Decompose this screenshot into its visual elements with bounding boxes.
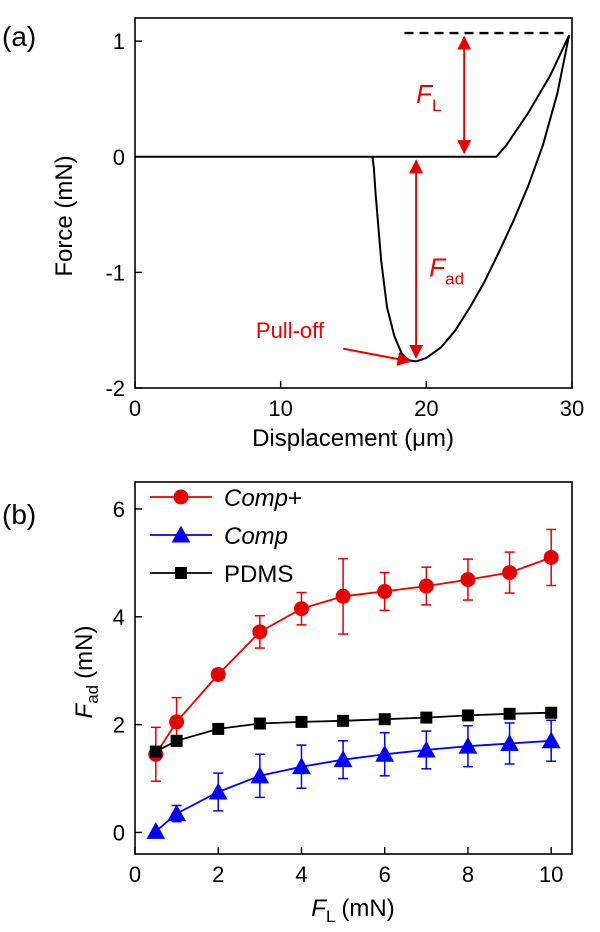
a-fad-sub: ad	[445, 270, 464, 289]
b-ytick-label: 2	[113, 713, 125, 738]
b-data-point	[253, 717, 266, 730]
a-ytick-label: -2	[105, 376, 125, 401]
b-legend-name: Comp	[224, 485, 288, 512]
b-data-point	[146, 821, 166, 839]
panel-b-frame	[134, 481, 573, 855]
panel-a-curves	[135, 34, 571, 363]
b-data-point	[458, 736, 478, 754]
b-data-point	[337, 714, 350, 727]
panel-a-xlabel: Displacement (μm)	[252, 425, 454, 452]
b-data-point	[333, 750, 353, 768]
a-fad-symbol: F	[429, 253, 447, 283]
b-data-point	[420, 711, 433, 724]
b-data-point	[208, 782, 228, 800]
a-xtick-label: 0	[129, 396, 141, 421]
b-data-point	[418, 578, 434, 594]
b-series-line	[155, 739, 552, 833]
a-ytick-label: -1	[105, 260, 125, 285]
b-data-point	[169, 714, 185, 730]
b-legend-label: Comp+	[224, 485, 302, 512]
a-fl-symbol: F	[416, 79, 434, 109]
panel-b-label: (b)	[2, 499, 36, 530]
b-data-point	[545, 706, 558, 719]
panel-b-ylabel-sub: ad	[83, 685, 102, 704]
b-data-point	[375, 744, 395, 762]
b-data-point	[250, 766, 270, 784]
b-ytick-label: 0	[113, 820, 125, 845]
panel-b-xlabel-unit: (mN)	[341, 895, 394, 922]
a-fl-sub: L	[432, 96, 441, 115]
b-legend-name: PDMS	[224, 561, 293, 588]
b-data-point	[295, 715, 308, 728]
a-curve-retraction	[371, 35, 571, 363]
b-data-point	[292, 757, 311, 775]
a-xtick-label: 30	[560, 396, 584, 421]
b-legend-marker	[171, 525, 191, 543]
b-series-2	[149, 706, 558, 758]
panel-a-label: (a)	[2, 21, 36, 52]
b-data-point	[503, 707, 516, 720]
b-series-1	[146, 719, 561, 839]
b-data-point	[170, 734, 183, 747]
b-data-point	[335, 588, 351, 604]
a-fl-label: FL	[416, 79, 441, 115]
b-data-point	[252, 624, 268, 640]
a-fad-label: Fad	[429, 253, 464, 289]
b-data-point	[416, 740, 436, 758]
b-xtick-label: 0	[129, 862, 141, 887]
panel-b-ylabel: Fad (mN)	[71, 626, 102, 719]
b-data-point	[378, 713, 391, 726]
b-data-point	[210, 666, 226, 682]
b-data-point	[293, 601, 309, 617]
b-legend-name: Comp	[224, 523, 288, 550]
b-legend-marker	[175, 567, 187, 579]
b-xtick-label: 2	[212, 862, 224, 887]
b-legend-marker	[173, 489, 189, 505]
panel-b-xlabel-symbol: F	[311, 895, 327, 922]
b-data-point	[212, 722, 225, 735]
b-data-point	[460, 572, 476, 588]
a-pulloff-label: Pull-off	[256, 318, 325, 343]
b-ytick-label: 6	[113, 497, 125, 522]
b-xtick-label: 6	[379, 862, 391, 887]
panel-a-ticks: 0 10 20 30 -2 -1 0 1	[105, 29, 584, 421]
b-legend-suffix: +	[288, 485, 302, 512]
b-ytick-label: 4	[113, 605, 125, 630]
panel-b-ticks: 0 2 4 6 8 10 0 2 4 6	[113, 497, 564, 887]
panel-b-series	[146, 528, 561, 839]
a-xtick-label: 20	[414, 396, 438, 421]
a-ytick-label: 1	[113, 29, 125, 54]
panel-b-xlabel-sub: L	[326, 907, 335, 926]
panel-a-ylabel: Force (mN)	[51, 155, 78, 276]
panel-b-ylabel-unit: (mN)	[71, 626, 98, 679]
b-xtick-label: 4	[295, 862, 307, 887]
a-xtick-label: 10	[268, 396, 292, 421]
b-xtick-label: 10	[539, 862, 563, 887]
b-data-point	[461, 709, 474, 722]
a-ytick-label: 0	[113, 145, 125, 170]
b-data-point	[502, 565, 518, 581]
b-data-point	[377, 583, 393, 599]
b-data-point	[149, 745, 162, 758]
b-data-point	[500, 734, 519, 751]
b-legend-label: Comp	[224, 523, 288, 550]
b-data-point	[167, 804, 186, 822]
b-data-point	[543, 549, 559, 565]
b-legend-label: PDMS	[224, 561, 293, 588]
b-xtick-label: 8	[462, 862, 474, 887]
panel-b-ylabel-symbol: F	[71, 702, 98, 718]
a-pulloff-arrow	[343, 347, 412, 366]
b-data-point	[541, 731, 561, 749]
panel-a-frame	[134, 17, 573, 389]
panel-b-xlabel: FL (mN)	[311, 895, 394, 926]
a-curve-approach	[135, 34, 571, 158]
